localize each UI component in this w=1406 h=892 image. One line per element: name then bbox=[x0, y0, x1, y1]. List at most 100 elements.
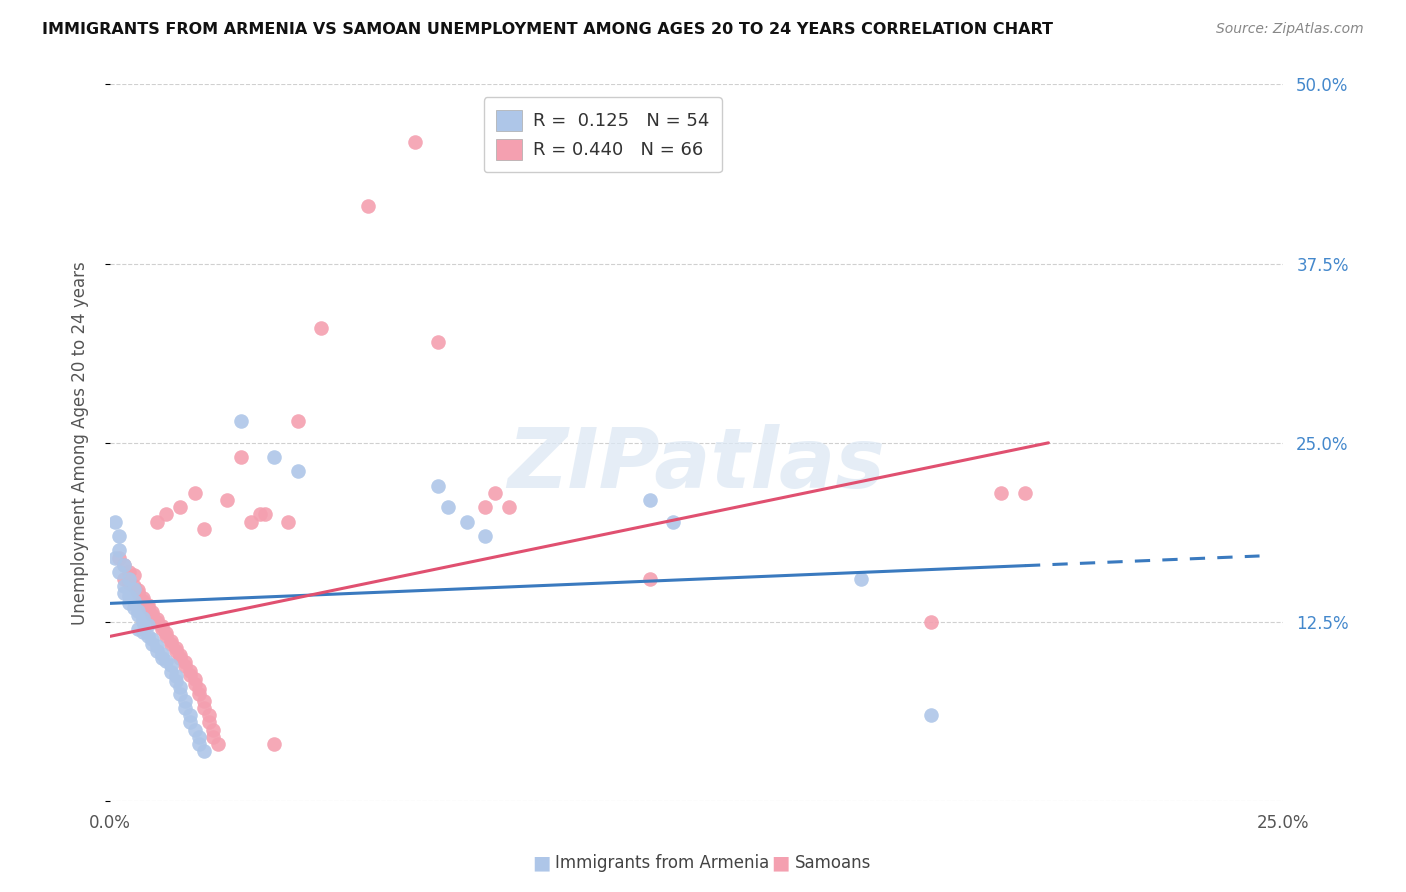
Point bbox=[112, 586, 135, 600]
Point bbox=[193, 701, 215, 715]
Point bbox=[160, 636, 183, 650]
Point bbox=[427, 335, 450, 350]
Point bbox=[287, 465, 309, 479]
Point bbox=[150, 647, 173, 661]
Point bbox=[179, 668, 201, 682]
Point bbox=[174, 701, 197, 715]
Point bbox=[122, 582, 145, 596]
Point bbox=[132, 615, 155, 629]
Point bbox=[165, 640, 187, 655]
Point bbox=[127, 603, 149, 617]
Point bbox=[108, 543, 131, 558]
Point bbox=[160, 658, 183, 673]
Point bbox=[253, 508, 276, 522]
Point bbox=[188, 737, 211, 751]
Point bbox=[118, 576, 141, 591]
Point bbox=[104, 515, 127, 529]
Point bbox=[202, 730, 225, 744]
Point bbox=[287, 414, 309, 428]
Point bbox=[197, 708, 219, 723]
Point bbox=[122, 593, 145, 607]
Point bbox=[169, 648, 191, 662]
Text: ZIPatlas: ZIPatlas bbox=[508, 424, 886, 505]
Point bbox=[155, 629, 177, 643]
Point bbox=[160, 665, 183, 680]
Point bbox=[127, 622, 149, 636]
Point bbox=[202, 723, 225, 737]
Point bbox=[217, 493, 239, 508]
Point bbox=[193, 744, 215, 758]
Point bbox=[165, 643, 187, 657]
Point bbox=[427, 479, 450, 493]
Point bbox=[474, 529, 496, 543]
Point bbox=[132, 591, 155, 605]
Point bbox=[1014, 486, 1036, 500]
Point bbox=[231, 414, 253, 428]
Point bbox=[146, 643, 169, 657]
Point bbox=[136, 629, 159, 643]
Point bbox=[132, 593, 155, 607]
Point bbox=[484, 486, 506, 500]
Point bbox=[108, 550, 131, 565]
Point bbox=[456, 515, 478, 529]
Point bbox=[920, 708, 942, 723]
Point bbox=[197, 715, 219, 730]
Point bbox=[127, 586, 149, 600]
Point bbox=[127, 607, 149, 622]
Point bbox=[183, 723, 205, 737]
Point bbox=[193, 522, 215, 536]
Point bbox=[474, 500, 496, 515]
Text: Samoans: Samoans bbox=[794, 855, 870, 872]
Point bbox=[141, 605, 163, 619]
Point bbox=[183, 676, 205, 690]
Point bbox=[174, 655, 197, 669]
Point bbox=[127, 583, 149, 598]
Point bbox=[193, 694, 215, 708]
Point bbox=[150, 622, 173, 636]
Point bbox=[357, 199, 380, 213]
Point bbox=[174, 694, 197, 708]
Point bbox=[169, 680, 191, 694]
Point bbox=[263, 450, 285, 465]
Point bbox=[188, 687, 211, 701]
Point bbox=[132, 625, 155, 640]
Point bbox=[112, 572, 135, 586]
Point bbox=[136, 600, 159, 615]
Point bbox=[638, 572, 661, 586]
Text: Source: ZipAtlas.com: Source: ZipAtlas.com bbox=[1216, 22, 1364, 37]
Y-axis label: Unemployment Among Ages 20 to 24 years: Unemployment Among Ages 20 to 24 years bbox=[72, 261, 89, 624]
Point bbox=[169, 651, 191, 665]
Point bbox=[169, 500, 191, 515]
Point bbox=[141, 632, 163, 647]
Point bbox=[132, 611, 155, 625]
Point bbox=[638, 493, 661, 508]
Point bbox=[146, 640, 169, 654]
Point bbox=[920, 615, 942, 629]
Text: ■: ■ bbox=[770, 854, 790, 872]
Point bbox=[136, 618, 159, 632]
Point bbox=[183, 486, 205, 500]
Point bbox=[179, 715, 201, 730]
Point bbox=[108, 529, 131, 543]
Point bbox=[146, 612, 169, 626]
Point bbox=[165, 669, 187, 683]
Point bbox=[122, 579, 145, 593]
Point bbox=[263, 737, 285, 751]
Point bbox=[437, 500, 460, 515]
Point bbox=[150, 651, 173, 665]
Point bbox=[404, 135, 426, 149]
Text: ■: ■ bbox=[531, 854, 551, 872]
Text: IMMIGRANTS FROM ARMENIA VS SAMOAN UNEMPLOYMENT AMONG AGES 20 TO 24 YEARS CORRELA: IMMIGRANTS FROM ARMENIA VS SAMOAN UNEMPL… bbox=[42, 22, 1053, 37]
Point bbox=[207, 737, 229, 751]
Point bbox=[146, 515, 169, 529]
Point bbox=[169, 687, 191, 701]
Point bbox=[849, 572, 872, 586]
Point bbox=[155, 654, 177, 668]
Point bbox=[141, 607, 163, 622]
Point bbox=[174, 659, 197, 673]
Point bbox=[249, 508, 271, 522]
Point bbox=[150, 619, 173, 633]
Point bbox=[141, 636, 163, 650]
Point bbox=[155, 626, 177, 640]
Point bbox=[183, 673, 205, 687]
